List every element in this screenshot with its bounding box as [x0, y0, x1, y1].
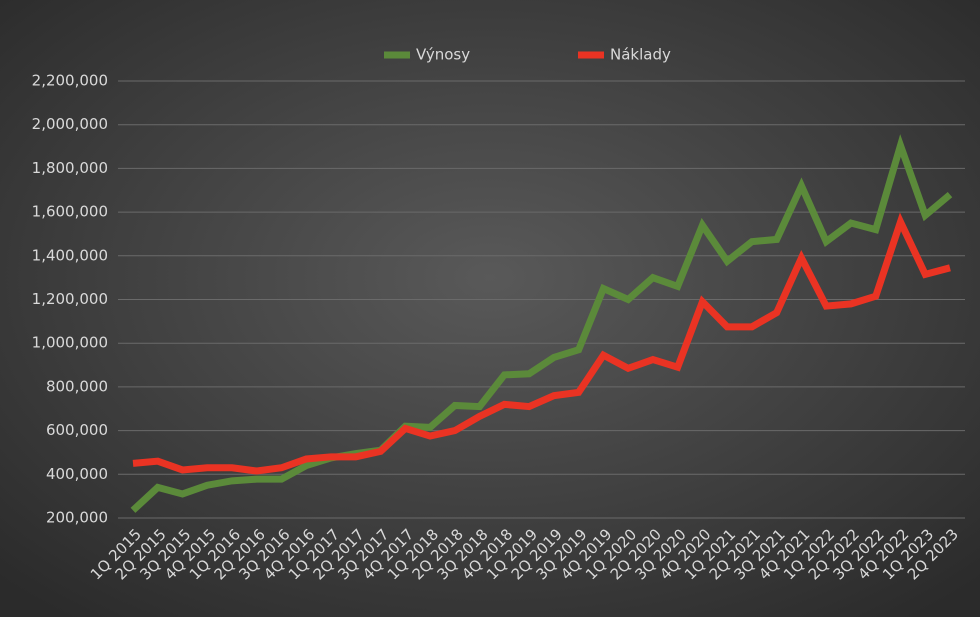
legend-label: Náklady — [610, 46, 671, 64]
y-tick-label: 1,400,000 — [32, 246, 108, 264]
y-tick-label: 1,800,000 — [32, 159, 108, 177]
y-tick-label: 400,000 — [46, 465, 108, 483]
series-line — [130, 134, 953, 513]
legend-label: Výnosy — [416, 46, 470, 64]
y-tick-label: 800,000 — [46, 377, 108, 395]
y-tick-label: 1,600,000 — [32, 203, 108, 221]
y-tick-label: 1,000,000 — [32, 334, 108, 352]
y-tick-label: 200,000 — [46, 509, 108, 527]
y-tick-label: 1,200,000 — [32, 290, 108, 308]
y-tick-label: 2,200,000 — [32, 72, 108, 90]
series-line — [132, 212, 951, 475]
y-tick-label: 2,000,000 — [32, 115, 108, 133]
y-tick-label: 600,000 — [46, 421, 108, 439]
